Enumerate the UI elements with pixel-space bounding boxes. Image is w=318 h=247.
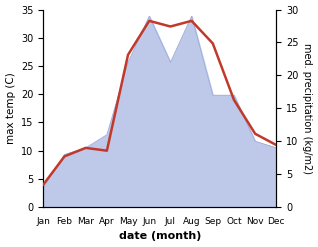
Y-axis label: med. precipitation (kg/m2): med. precipitation (kg/m2): [302, 43, 313, 174]
Y-axis label: max temp (C): max temp (C): [5, 72, 16, 144]
X-axis label: date (month): date (month): [119, 231, 201, 242]
